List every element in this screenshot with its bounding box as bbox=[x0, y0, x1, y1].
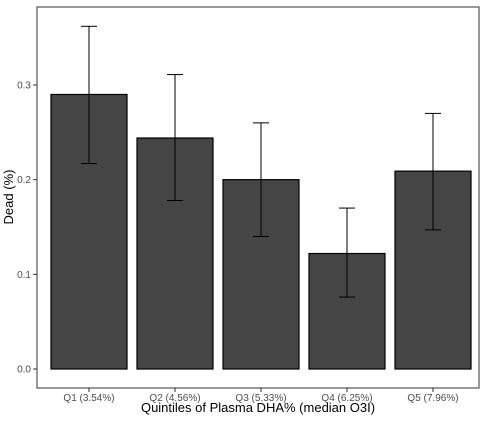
x-tick-label: Q5 (7.96%) bbox=[407, 393, 458, 404]
x-axis-title: Quintiles of Plasma DHA% (median O3I) bbox=[141, 400, 375, 415]
x-tick-label: Q1 (3.54%) bbox=[63, 393, 114, 404]
y-axis-title: Dead (%) bbox=[1, 170, 16, 225]
y-tick-label: 0.0 bbox=[17, 365, 31, 376]
x-axis-ticks: Q1 (3.54%) Q2 (4.56%) Q3 (5.33%) Q4 (6.25%)… bbox=[63, 388, 459, 404]
y-tick-label: 0.2 bbox=[17, 175, 31, 186]
error-bars bbox=[81, 25, 441, 298]
x-tick-label: Q3 (5.33%) bbox=[235, 393, 286, 404]
y-tick-label: 0.1 bbox=[17, 270, 31, 281]
y-tick-label: 0.3 bbox=[17, 81, 31, 92]
x-tick-label: Q4 (6.25%) bbox=[321, 393, 372, 404]
x-tick-label: Q2 (4.56%) bbox=[149, 393, 200, 404]
y-axis-ticks: 0.0 0.1 0.2 0.3 bbox=[17, 81, 37, 376]
